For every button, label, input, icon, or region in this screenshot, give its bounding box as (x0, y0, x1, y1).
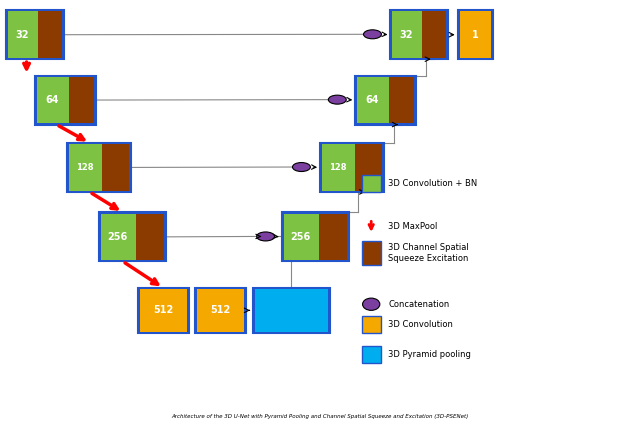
Bar (136, 213, 164, 260)
Bar (355, 144, 382, 191)
Bar (35, 75, 96, 125)
Text: Architecture of the 3D U-Net with Pyramid Pooling and Channel Spatial Squeeze an: Architecture of the 3D U-Net with Pyrami… (172, 414, 468, 419)
Text: 64: 64 (45, 95, 59, 105)
Bar (362, 175, 381, 192)
Bar (362, 316, 381, 333)
Bar (284, 213, 319, 260)
Bar (355, 75, 416, 125)
Bar (102, 144, 129, 191)
Bar (255, 289, 328, 332)
Bar (101, 213, 136, 260)
Bar (197, 289, 244, 332)
Bar (68, 77, 94, 123)
Bar (138, 288, 189, 333)
Bar (69, 144, 102, 191)
Bar (460, 11, 491, 58)
Ellipse shape (362, 298, 380, 310)
Text: 256: 256 (290, 232, 310, 242)
Bar (99, 212, 166, 261)
Bar (357, 77, 388, 123)
Text: 32: 32 (399, 30, 413, 40)
Bar (37, 77, 68, 123)
Ellipse shape (292, 163, 310, 171)
Text: 128: 128 (329, 163, 346, 172)
Text: 3D MaxPool: 3D MaxPool (388, 222, 438, 231)
Bar (140, 289, 187, 332)
Text: Concatenation: Concatenation (388, 300, 450, 309)
Bar (38, 11, 62, 58)
Text: 32: 32 (15, 30, 29, 40)
Bar (390, 10, 448, 59)
Bar (8, 11, 38, 58)
Text: 64: 64 (365, 95, 379, 105)
Ellipse shape (257, 232, 275, 241)
Text: 1: 1 (472, 30, 479, 40)
Text: 3D Convolution + BN: 3D Convolution + BN (388, 179, 477, 188)
Bar (422, 11, 446, 58)
Text: 3D Pyramid pooling: 3D Pyramid pooling (388, 350, 471, 360)
Text: 256: 256 (108, 232, 128, 242)
Bar (67, 143, 131, 192)
Bar (319, 213, 347, 260)
Bar (195, 288, 246, 333)
Bar (282, 212, 349, 261)
Bar (388, 77, 414, 123)
Bar (253, 288, 330, 333)
Bar (458, 10, 493, 59)
Bar (320, 143, 384, 192)
Bar (362, 346, 381, 363)
Text: 3D Convolution: 3D Convolution (388, 320, 453, 329)
Bar (322, 144, 355, 191)
Text: 128: 128 (76, 163, 93, 172)
Bar (362, 241, 381, 265)
Ellipse shape (364, 30, 381, 39)
Bar (6, 10, 64, 59)
Ellipse shape (328, 95, 346, 104)
Text: 512: 512 (211, 305, 231, 315)
Text: 3D Channel Spatial
Squeeze Excitation: 3D Channel Spatial Squeeze Excitation (388, 243, 469, 263)
Text: 512: 512 (153, 305, 173, 315)
Bar (392, 11, 422, 58)
